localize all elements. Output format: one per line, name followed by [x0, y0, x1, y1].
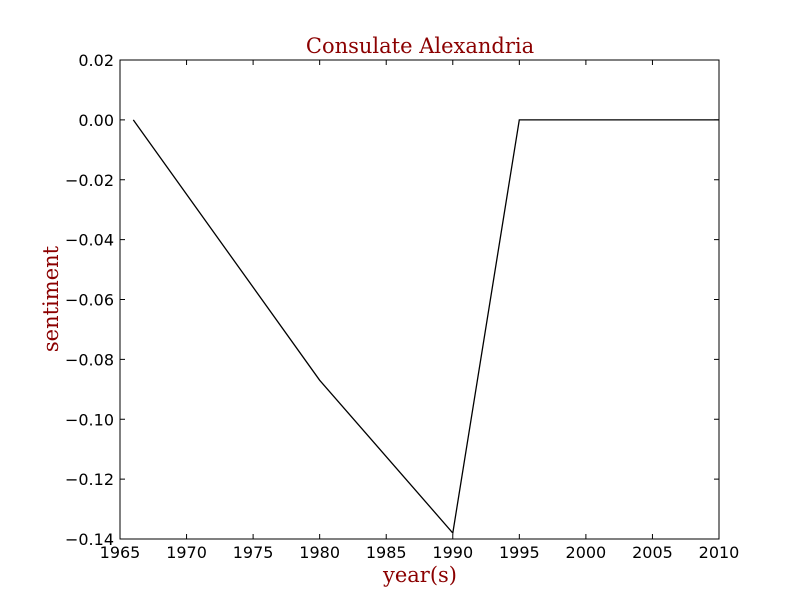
y-tick-label: −0.04	[65, 231, 114, 250]
x-tick-label: 1995	[499, 543, 540, 562]
x-tick-label: 2010	[699, 543, 740, 562]
series-line-0	[132, 119, 719, 535]
x-tick-label: 2005	[632, 543, 673, 562]
x-tick-label: 1990	[432, 543, 473, 562]
y-tick-label: 0.02	[78, 51, 114, 70]
x-tick-label: 2000	[566, 543, 607, 562]
y-axis-label: sentiment	[39, 245, 63, 352]
y-tick-label: 0.00	[78, 111, 114, 130]
y-tick-label: −0.14	[65, 530, 114, 549]
plot-frame	[119, 59, 720, 540]
x-tick-label: 1965	[100, 543, 141, 562]
y-tick-label: −0.12	[65, 470, 114, 489]
x-tick-label: 1970	[166, 543, 207, 562]
chart-title: Consulate Alexandria	[306, 34, 534, 58]
plot-area: 1965 1970 1975 1980 1985 1990 1995 2000 2005 2010…	[65, 51, 739, 562]
y-tick-label: −0.02	[65, 171, 114, 190]
x-tick-label: 1985	[366, 543, 407, 562]
y-tick-label: −0.10	[65, 410, 114, 429]
y-tick-label: −0.08	[65, 350, 114, 369]
x-axis-label: year(s)	[382, 563, 457, 587]
y-tick-label: −0.06	[65, 291, 114, 310]
x-tick-label: 1980	[299, 543, 340, 562]
x-tick-label: 1975	[233, 543, 274, 562]
